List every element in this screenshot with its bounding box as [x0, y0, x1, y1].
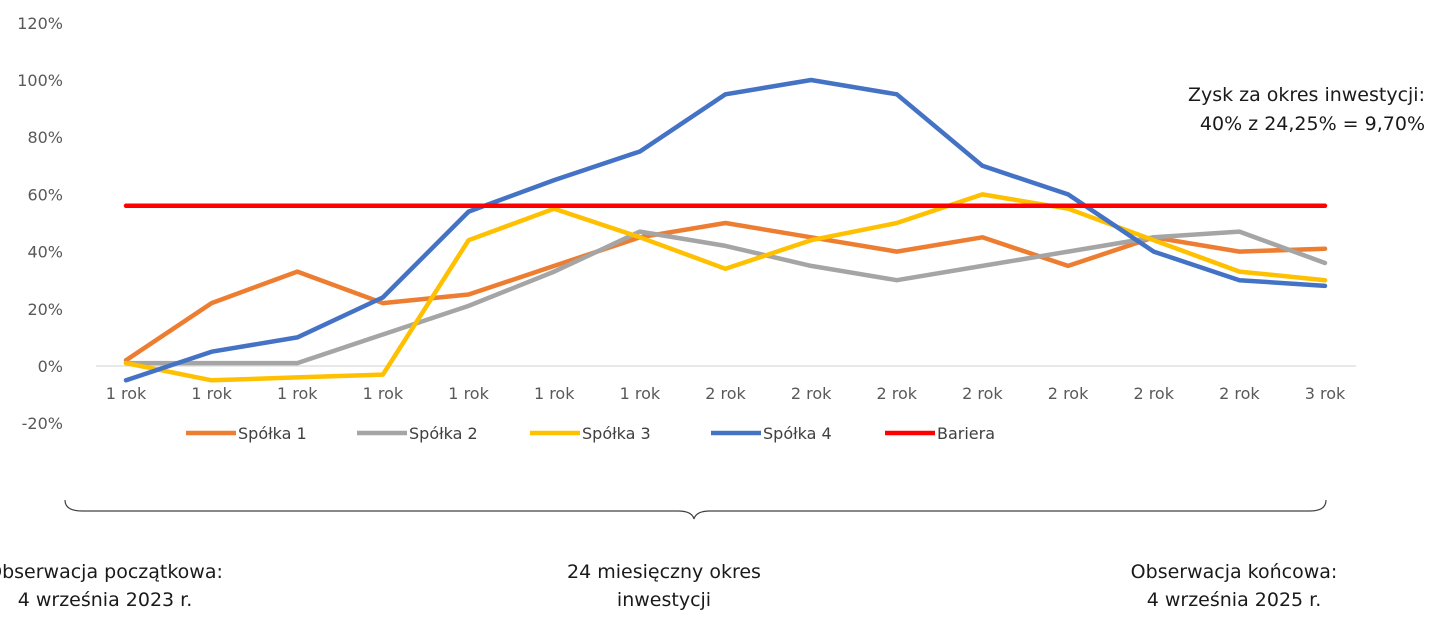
x-tick-label: 1 rok [363, 384, 404, 403]
x-tick-label: 1 rok [106, 384, 147, 403]
start-observation-line2: 4 września 2023 r. [18, 589, 193, 611]
end-observation-line2: 4 września 2025 r. [1147, 589, 1322, 611]
series-line-2 [123, 229, 1328, 366]
series-line-3 [123, 192, 1328, 383]
x-tick-label: 1 rok [191, 384, 232, 403]
x-tick-label: 2 rok [1219, 384, 1260, 403]
y-tick-label: 60% [27, 185, 63, 204]
y-tick-label: -20% [22, 414, 63, 433]
x-tick-label: 2 rok [791, 384, 832, 403]
end-observation-line1: Obserwacja końcowa: [1131, 561, 1338, 583]
y-tick-label: 0% [38, 357, 63, 376]
y-tick-label: 40% [27, 243, 63, 262]
y-tick-label: 20% [27, 300, 63, 319]
y-tick-label: 120% [17, 14, 63, 33]
x-tick-label: 3 rok [1305, 384, 1346, 403]
x-tick-label: 1 rok [534, 384, 575, 403]
gain-annotation-line1: Zysk za okres inwestycji: [1188, 84, 1425, 106]
series-line-4 [123, 77, 1328, 383]
legend-label: Bariera [937, 424, 995, 443]
x-tick-label: 2 rok [962, 384, 1003, 403]
legend-label: Spółka 3 [582, 424, 651, 443]
period-brace [64, 499, 1327, 520]
x-tick-label: 1 rok [448, 384, 489, 403]
y-tick-label: 100% [17, 71, 63, 90]
legend-label: Spółka 2 [409, 424, 478, 443]
series-line-1 [123, 220, 1328, 363]
series-group [123, 77, 1328, 383]
period-label-line1: 24 miesięczny okres [567, 561, 761, 583]
x-tick-label: 2 rok [877, 384, 918, 403]
period-label-line2: inwestycji [617, 589, 711, 611]
start-observation-line1: Obserwacja początkowa: [0, 561, 223, 583]
legend-label: Spółka 4 [763, 424, 832, 443]
y-tick-label: 80% [27, 128, 63, 147]
axis-group: -20% 0% 20% 40% 60% 80% 100% 120% 1 rok 1 rok 1 ro… [17, 14, 1356, 433]
legend-label: Spółka 1 [238, 424, 307, 443]
gain-annotation-line2: 40% z 24,25% = 9,70% [1200, 113, 1425, 135]
legend: Spółka 1 Spółka 2 Spółka 3 Spółka 4 Bariera [186, 424, 995, 443]
x-tick-label: 2 rok [1133, 384, 1174, 403]
x-tick-label: 2 rok [705, 384, 746, 403]
x-tick-label: 1 rok [620, 384, 661, 403]
x-tick-label: 2 rok [1048, 384, 1089, 403]
x-tick-label: 1 rok [277, 384, 318, 403]
